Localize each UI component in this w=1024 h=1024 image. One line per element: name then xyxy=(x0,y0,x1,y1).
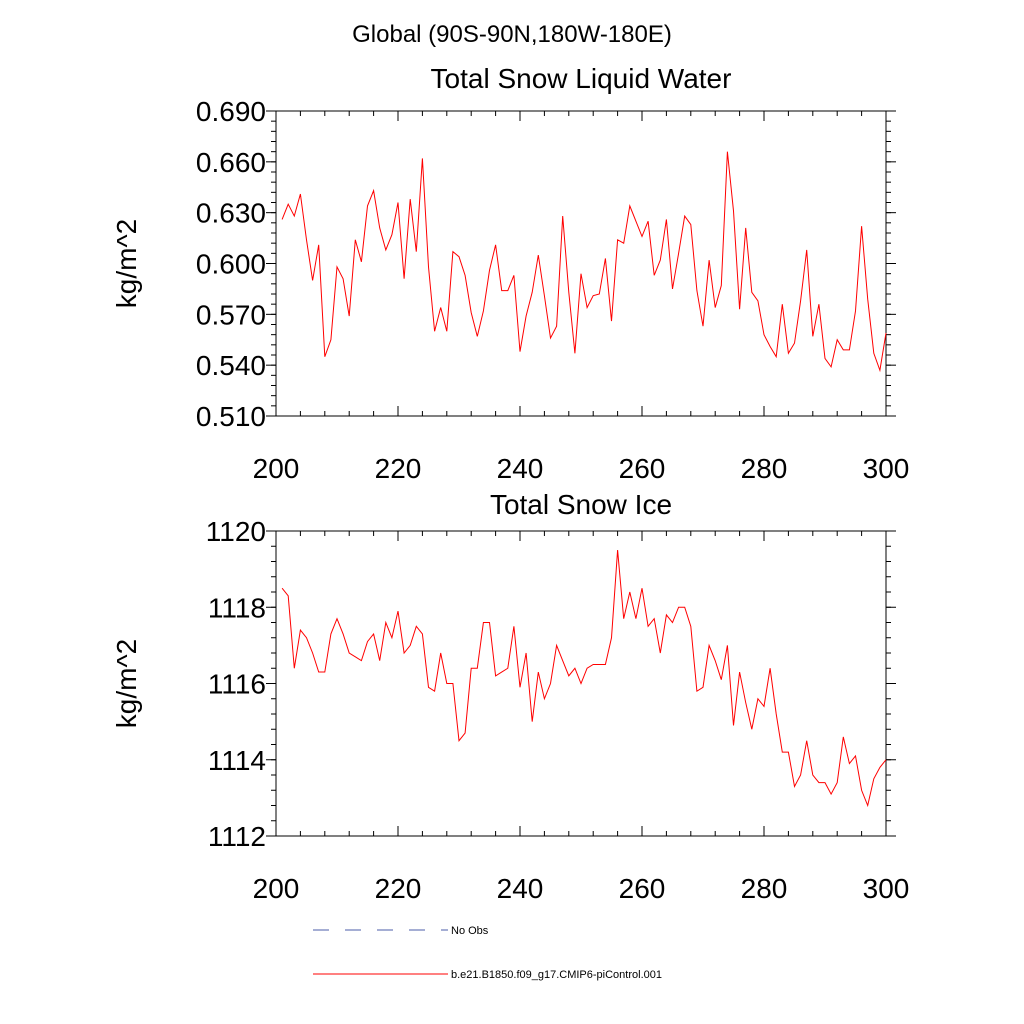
y-tick-label: 0.570 xyxy=(196,299,266,330)
y-tick-label: 0.630 xyxy=(196,198,266,229)
x-tick-label: 220 xyxy=(375,873,422,904)
legend-obs-label: No Obs xyxy=(451,925,489,937)
x-tick-label: 260 xyxy=(619,873,666,904)
y-tick-label: 1114 xyxy=(208,745,266,776)
series-line xyxy=(281,151,887,373)
plot-frame xyxy=(275,110,887,417)
x-tick-label: 280 xyxy=(741,453,788,484)
y-axis-label: kg/m^2 xyxy=(111,219,142,308)
x-tick-label: 240 xyxy=(497,453,544,484)
x-tick-label: 240 xyxy=(497,873,544,904)
legend: No Obs b.e21.B1850.f09_g17.CMIP6-piContr… xyxy=(313,925,662,981)
legend-model-label: b.e21.B1850.f09_g17.CMIP6-piControl.001 xyxy=(451,969,662,981)
y-tick-label: 1120 xyxy=(206,516,266,547)
y-tick-label: 1116 xyxy=(208,669,266,700)
x-tick-label: 220 xyxy=(375,453,422,484)
x-tick-label: 200 xyxy=(253,873,300,904)
y-tick-label: 0.600 xyxy=(196,249,266,280)
y-tick-label: 0.660 xyxy=(196,147,266,178)
region-title: Global (90S-90N,180W-180E) xyxy=(352,21,672,48)
x-tick-label: 200 xyxy=(253,453,300,484)
panel-snow-ice: Total Snow Ice kg/m^2 200 220 240 260 280 300 11… xyxy=(111,489,909,904)
x-tick-label: 300 xyxy=(863,873,910,904)
y-tick-label: 0.540 xyxy=(196,350,266,381)
x-tick-label: 260 xyxy=(619,453,666,484)
panel-snow-liquid-water: Total Snow Liquid Water kg/m^2 200 220 240 26… xyxy=(111,63,909,484)
chart-title: Total Snow Liquid Water xyxy=(431,63,732,94)
y-tick-label: 1112 xyxy=(208,821,266,852)
y-axis-label: kg/m^2 xyxy=(111,639,142,728)
series-line xyxy=(281,550,887,808)
x-tick-label: 300 xyxy=(863,453,910,484)
chart-title: Total Snow Ice xyxy=(490,489,672,520)
y-tick-label: 1118 xyxy=(208,592,266,623)
y-tick-label: 0.510 xyxy=(196,401,266,432)
y-tick-label: 0.690 xyxy=(196,96,266,127)
x-tick-label: 280 xyxy=(741,873,788,904)
